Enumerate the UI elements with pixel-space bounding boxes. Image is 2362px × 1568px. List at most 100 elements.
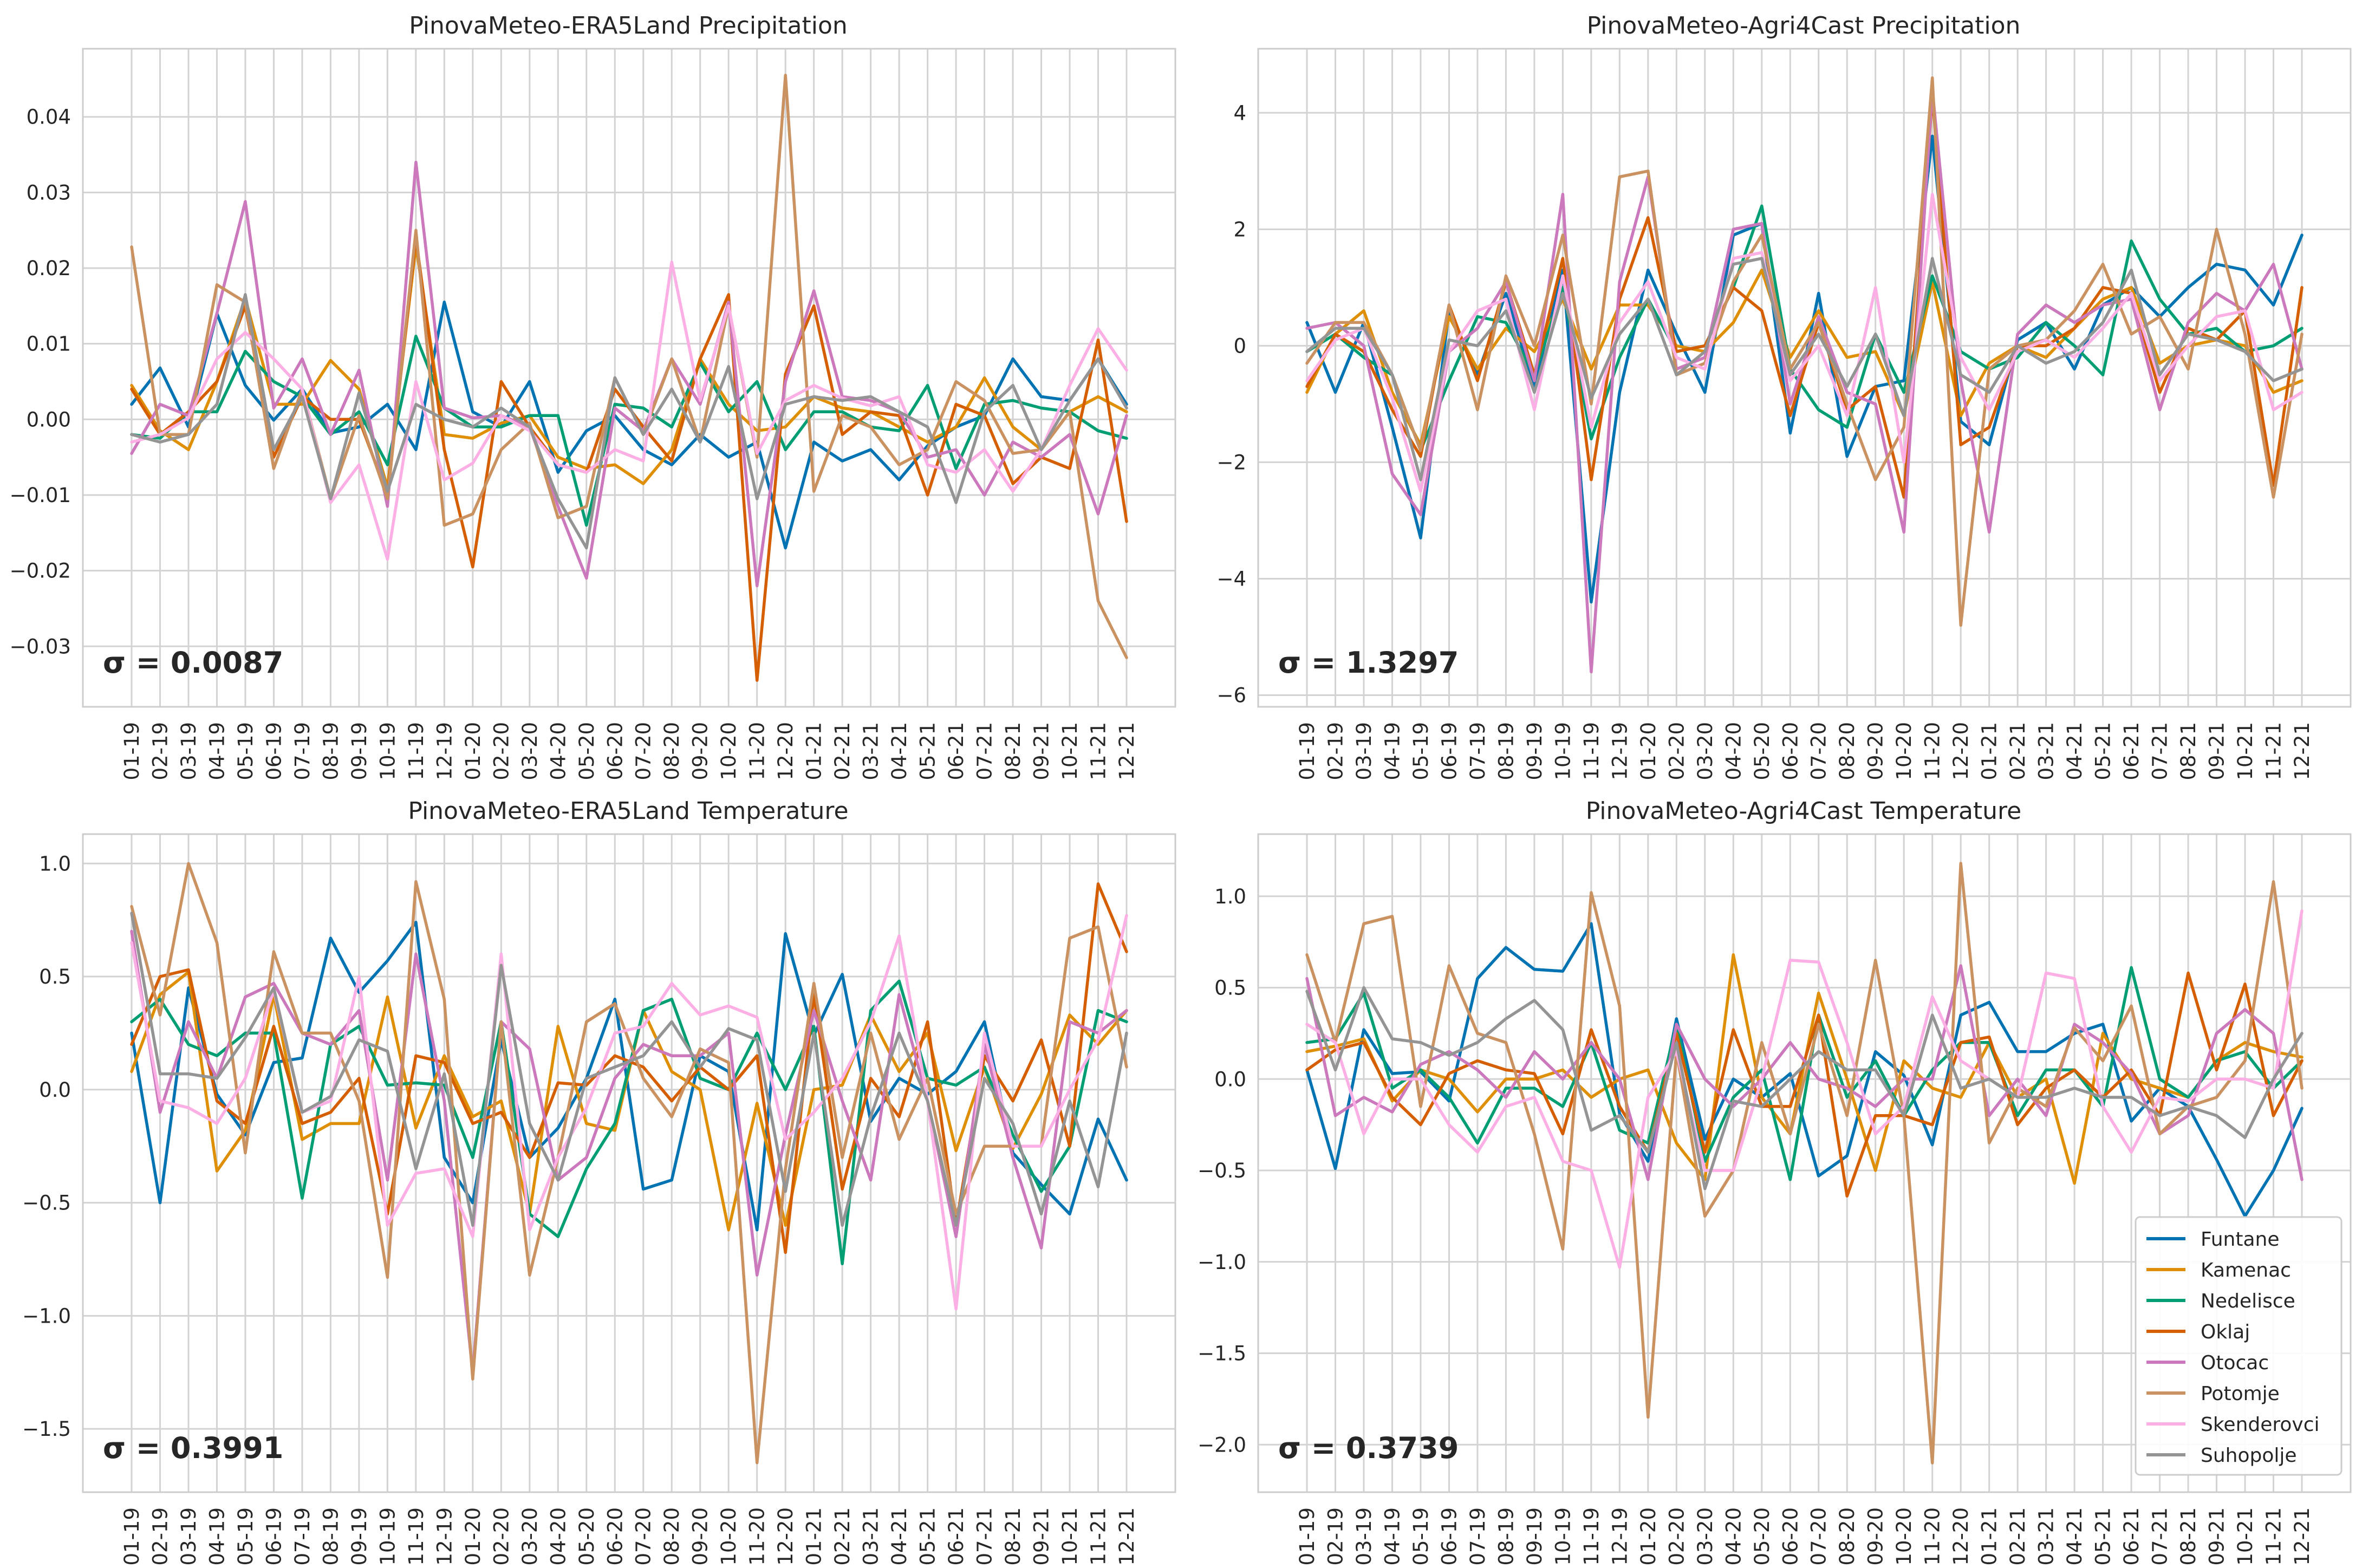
x-tick-label: 08-19: [319, 1507, 342, 1566]
x-tick-label: 10-19: [376, 722, 399, 780]
y-tick-label: −2: [1216, 451, 1246, 474]
x-tick-label: 02-20: [1665, 1507, 1688, 1566]
series-line-oklaj: [1305, 94, 2304, 499]
series-lines: [1305, 76, 2304, 674]
x-tick-label: 08-21: [2177, 722, 2200, 780]
series-line-suhopolje: [130, 912, 1128, 1227]
x-tick-label: 09-20: [689, 1507, 712, 1566]
x-tick-label: 07-19: [291, 1507, 314, 1566]
series-line-potomje: [1305, 76, 2304, 627]
y-tick-label: 0.03: [27, 181, 71, 204]
x-tick-label: 01-20: [1637, 1507, 1660, 1566]
series-line-otocac: [1305, 88, 2304, 674]
grid: [1258, 49, 2351, 707]
x-tick-label: 12-20: [1949, 722, 1973, 780]
panel-agri4cast-temperature: PinovaMeteo-Agri4Cast Temperature 1.0 0.5…: [1198, 797, 2352, 1566]
x-tick-label: 05-19: [1409, 722, 1433, 780]
x-tick-label: 08-21: [1001, 722, 1025, 780]
x-tick-label: 09-20: [1864, 1507, 1888, 1566]
y-tick-label: 0.0: [39, 1078, 71, 1102]
x-tick-label: 09-20: [1864, 722, 1888, 780]
x-tick-label: 03-21: [860, 1507, 883, 1566]
x-tick-label: 06-19: [262, 722, 285, 780]
panel-era5land-temperature: PinovaMeteo-ERA5Land Temperature 1.0 0.5 0…: [22, 797, 1176, 1566]
y-tick-label: −0.01: [10, 484, 71, 507]
x-tick-label: 11-21: [1087, 1507, 1110, 1566]
legend: Funtane Kamenac Nedelisce Oklaj Otocac Potomj…: [2135, 1216, 2343, 1476]
x-tick-label: 10-20: [1892, 722, 1916, 780]
x-tick-label: 03-20: [1694, 1507, 1717, 1566]
legend-label-nedelisce: Nedelisce: [2201, 1290, 2295, 1312]
x-tick-label: 03-20: [518, 722, 542, 780]
x-tick-label: 09-21: [2205, 722, 2229, 780]
x-tick-label: 08-20: [660, 1507, 684, 1566]
y-tick-label: 4: [1233, 101, 1246, 125]
y-tick-label: 1.0: [39, 852, 71, 875]
x-tick-label: 05-21: [916, 722, 940, 780]
y-tick-label: 0: [1233, 334, 1246, 357]
legend-label-potomje: Potomje: [2201, 1383, 2280, 1405]
y-tick-label: 0.01: [27, 333, 71, 356]
series-line-potomje: [130, 862, 1128, 1465]
y-tick-label: 0.02: [27, 257, 71, 280]
series-lines: [130, 862, 1128, 1465]
x-tick-label: 08-21: [1001, 1507, 1025, 1566]
x-tick-label: 02-20: [490, 722, 513, 780]
x-tick-label: 02-20: [490, 1507, 513, 1566]
grid: [83, 834, 1175, 1492]
sigma-label: σ = 0.3739: [1278, 1431, 1459, 1465]
x-tick-label: 05-20: [575, 1507, 598, 1566]
x-tick-label: 10-21: [1058, 722, 1082, 780]
x-tick-label: 05-19: [234, 1507, 257, 1566]
x-tick-label: 11-19: [1580, 722, 1603, 780]
x-tick-label: 03-19: [1352, 1507, 1376, 1566]
sigma-label: σ = 1.3297: [1278, 646, 1459, 680]
y-tick-label: 1.0: [1214, 885, 1246, 908]
x-tick-label: 04-19: [1381, 722, 1404, 780]
x-tick-label: 08-20: [1836, 722, 1859, 780]
series-line-suhopolje: [1305, 986, 2304, 1190]
grid: [83, 49, 1175, 707]
x-tick-label: 09-21: [1030, 1507, 1053, 1566]
x-tick-label: 04-19: [1381, 1507, 1404, 1566]
x-tick-label: 01-20: [1637, 722, 1660, 780]
x-tick-label: 01-19: [120, 722, 144, 780]
x-tick-label: 12-19: [433, 1507, 456, 1566]
x-tick-label: 04-21: [888, 722, 911, 780]
x-tick-label: 03-19: [177, 1507, 200, 1566]
x-tick-label: 04-21: [2063, 1507, 2086, 1566]
x-tick-label: 02-19: [1324, 1507, 1347, 1566]
x-tick-label: 05-21: [916, 1507, 940, 1566]
series-line-funtane: [1305, 922, 2304, 1218]
y-tick-label: −0.5: [1198, 1159, 1246, 1182]
x-tick-label: 11-21: [2262, 722, 2286, 780]
x-tick-label: 04-19: [205, 722, 229, 780]
y-tick-label: −1.0: [22, 1304, 71, 1328]
x-tick-label: 10-21: [2234, 722, 2257, 780]
x-tick-label: 09-19: [348, 1507, 371, 1566]
x-tick-label: 07-21: [2149, 1507, 2172, 1566]
x-tick-label: 05-19: [234, 722, 257, 780]
x-tick-label: 04-20: [546, 722, 570, 780]
series-line-funtane: [130, 921, 1128, 1232]
x-tick-label: 07-20: [1807, 1507, 1831, 1566]
x-tick-label: 02-21: [831, 722, 854, 780]
x-tick-label: 12-21: [2291, 722, 2314, 780]
x-tick-label: 09-20: [689, 722, 712, 780]
x-tick-label: 10-19: [1551, 1507, 1574, 1566]
series-line-suhopolje: [1305, 257, 2304, 482]
x-tick-label: 04-21: [2063, 722, 2086, 780]
x-tick-label: 01-21: [1978, 1507, 2001, 1566]
y-tick-label: −1.5: [1198, 1342, 1246, 1365]
x-tick-label: 02-19: [148, 1507, 172, 1566]
legend-label-kamenac: Kamenac: [2201, 1259, 2291, 1281]
series-line-skenderovci: [1305, 193, 2304, 493]
x-tick-label: 01-21: [803, 722, 826, 780]
x-tick-label: 12-20: [774, 722, 797, 780]
plot-frame: [1257, 48, 2352, 708]
plot-frame: [1257, 833, 2352, 1493]
x-tick-label: 12-21: [1115, 722, 1138, 780]
x-tick-label: 01-19: [120, 1507, 144, 1566]
x-tick-label: 07-20: [632, 722, 655, 780]
x-tick-label: 02-19: [148, 722, 172, 780]
